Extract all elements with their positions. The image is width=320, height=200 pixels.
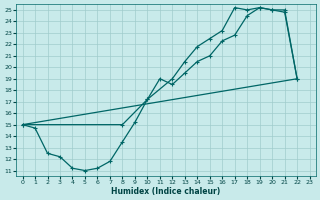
X-axis label: Humidex (Indice chaleur): Humidex (Indice chaleur): [111, 187, 221, 196]
